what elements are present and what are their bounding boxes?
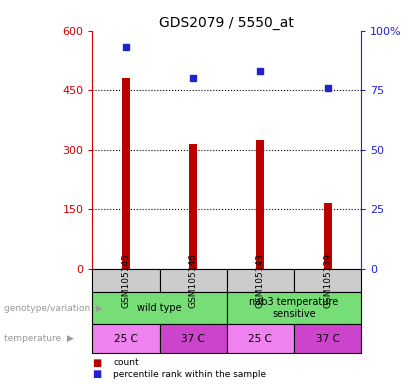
Text: genotype/variation  ▶: genotype/variation ▶ <box>4 304 103 313</box>
Bar <box>122 78 130 269</box>
Text: 37 C: 37 C <box>316 334 339 344</box>
Text: GSM105145: GSM105145 <box>121 253 131 308</box>
Text: percentile rank within the sample: percentile rank within the sample <box>113 370 267 379</box>
Text: nab3 temperature
sensitive: nab3 temperature sensitive <box>249 297 339 319</box>
Text: count: count <box>113 358 139 367</box>
Title: GDS2079 / 5550_at: GDS2079 / 5550_at <box>159 16 294 30</box>
Text: temperature  ▶: temperature ▶ <box>4 334 74 343</box>
Bar <box>256 140 265 269</box>
Text: 25 C: 25 C <box>249 334 272 344</box>
Text: GSM105139: GSM105139 <box>323 253 332 308</box>
Text: GSM105146: GSM105146 <box>189 253 198 308</box>
Bar <box>189 144 197 269</box>
Text: ■: ■ <box>92 369 102 379</box>
Text: wild type: wild type <box>137 303 182 313</box>
Text: 37 C: 37 C <box>181 334 205 344</box>
Text: 25 C: 25 C <box>114 334 138 344</box>
Text: ■: ■ <box>92 358 102 368</box>
Bar <box>323 204 332 269</box>
Text: GSM105143: GSM105143 <box>256 253 265 308</box>
